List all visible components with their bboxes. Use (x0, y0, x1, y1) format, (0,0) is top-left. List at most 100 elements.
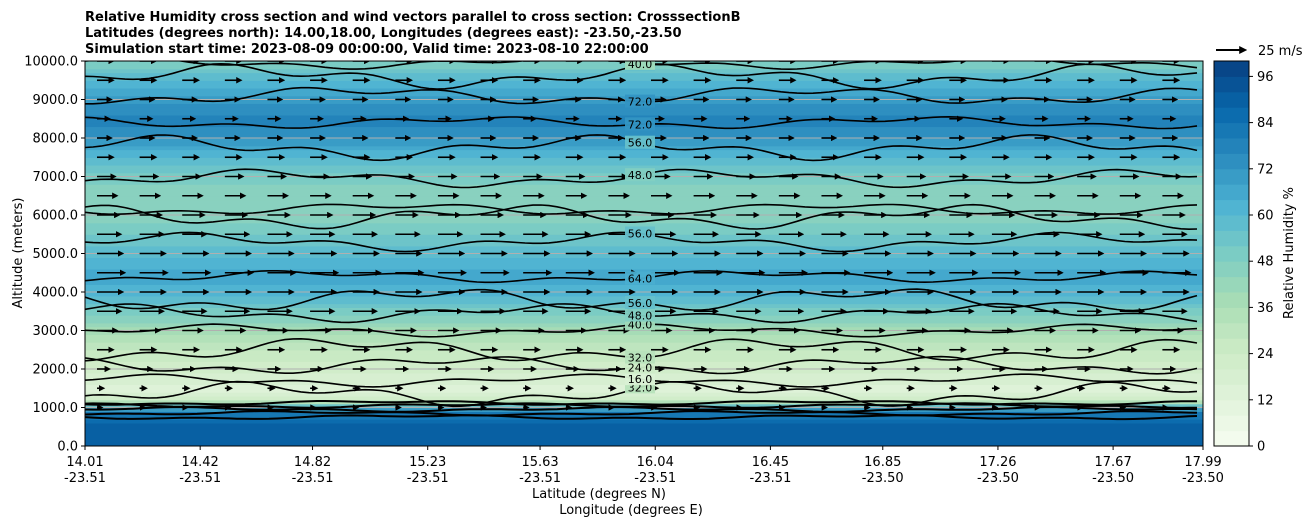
humidity-band (85, 238, 1203, 243)
contour-label-bg (625, 308, 655, 322)
contour-label: 72.0 (628, 96, 653, 109)
humidity-band (85, 338, 1203, 343)
colorbar-bands (1214, 61, 1249, 447)
humidity-band (85, 87, 1203, 93)
colorbar-band (1214, 338, 1249, 355)
humidity-band (85, 395, 1203, 401)
humidity-band (85, 180, 1203, 185)
x-tick-label-lon: -23.50 (977, 471, 1019, 486)
humidity-band (85, 419, 1203, 424)
humidity-band (85, 188, 1203, 193)
x-tick-label-lon: -23.50 (1182, 471, 1224, 486)
humidity-band (85, 199, 1203, 205)
contour-label: 24.0 (628, 362, 653, 375)
humidity-band (85, 330, 1203, 335)
contour-line (85, 410, 1198, 417)
colorbar: 0 12 24 36 48 60 72 84 96 Relative Humidity % (1213, 60, 1297, 455)
colorbar-tick-label: 72 (1257, 162, 1274, 177)
contour-label-bg (625, 271, 655, 285)
x-tick-label-lat: 15.63 (521, 455, 558, 470)
humidity-band (85, 153, 1203, 158)
contour-label-bg (625, 360, 655, 374)
colorbar-label: Relative Humidity % (1282, 187, 1297, 319)
x-tick-label-lon: -23.51 (634, 471, 676, 486)
humidity-band (85, 257, 1203, 262)
x-tick-label-lon: -23.51 (407, 471, 449, 486)
contour-line (85, 400, 1197, 406)
contour-labels: 32.016.024.032.040.048.056.064.056.048.0… (625, 58, 655, 394)
colorbar-band (1214, 261, 1249, 278)
title-line-1: Relative Humidity cross section and wind… (85, 10, 741, 25)
x-tick-label-lat: 14.82 (294, 455, 331, 470)
x-tick-label-lon: -23.51 (292, 471, 334, 486)
humidity-band (85, 422, 1203, 428)
humidity-band (85, 261, 1203, 266)
y-tick-label: 3000.0 (33, 324, 79, 339)
humidity-band (85, 245, 1203, 251)
colorbar-band (1214, 91, 1249, 108)
x-tick-label-lon: -23.51 (64, 471, 106, 486)
y-tick-label: 0.0 (57, 440, 78, 455)
colorbar-band (1214, 153, 1249, 170)
contour-label-bg (625, 226, 655, 240)
quiver-key: 25 m/s (1216, 44, 1303, 59)
humidity-band (85, 265, 1203, 270)
humidity-band (85, 164, 1203, 170)
humidity-band (85, 342, 1203, 347)
colorbar-band (1214, 322, 1249, 339)
colorbar-tick-label: 96 (1257, 70, 1274, 85)
x-tick-label-lat: 16.04 (637, 455, 674, 470)
humidity-band (85, 184, 1203, 189)
y-tick-label: 10000.0 (24, 55, 78, 70)
contour-label-bg (625, 117, 655, 131)
colorbar-band (1214, 168, 1249, 185)
humidity-band (85, 392, 1203, 397)
humidity-band (85, 442, 1203, 446)
contour-label: 40.0 (628, 318, 653, 331)
contour-label: 56.0 (628, 228, 653, 241)
x-tick-label-lon: -23.50 (862, 471, 904, 486)
humidity-band (85, 157, 1203, 162)
humidity-band (85, 334, 1203, 339)
humidity-band (85, 241, 1203, 247)
humidity-band (85, 149, 1203, 154)
humidity-band (85, 253, 1203, 258)
humidity-band (85, 399, 1203, 405)
colorbar-band (1214, 369, 1249, 385)
x-axis-label-longitude: Longitude (degrees E) (559, 503, 703, 518)
colorbar-band (1214, 399, 1249, 416)
humidity-band (85, 434, 1203, 439)
colorbar-band (1214, 415, 1249, 432)
humidity-band (85, 211, 1203, 216)
humidity-band (85, 438, 1203, 443)
humidity-band (85, 191, 1203, 197)
colorbar-tick-label: 12 (1257, 393, 1274, 408)
colorbar-band (1214, 61, 1249, 77)
colorbar-tick-label: 24 (1257, 347, 1274, 362)
x-tick-label-lat: 16.85 (864, 455, 901, 470)
contour-label-bg (625, 296, 655, 310)
humidity-band (85, 161, 1203, 166)
contour-line (85, 414, 1198, 421)
humidity-band (85, 284, 1203, 289)
contour-label: 64.0 (628, 272, 653, 285)
x-tick-label-lon: -23.50 (1092, 471, 1134, 486)
x-tick-label-lat: 17.67 (1095, 455, 1132, 470)
colorbar-band (1214, 384, 1249, 401)
colorbar-ticks: 0 12 24 36 48 60 72 84 96 (1249, 70, 1274, 455)
chart-title: Relative Humidity cross section and wind… (85, 10, 741, 57)
x-tick-label-lon: -23.51 (519, 471, 561, 486)
contour-label-bg (625, 350, 655, 364)
title-line-3: Simulation start time: 2023-08-09 00:00:… (85, 42, 649, 57)
y-tick-label: 2000.0 (33, 363, 79, 378)
contour-label: 40.0 (628, 58, 653, 71)
y-tick-label: 5000.0 (33, 247, 79, 262)
x-axis: 14.01-23.5114.42-23.5114.82-23.5115.23-2… (64, 446, 1224, 486)
humidity-band (85, 130, 1203, 135)
humidity-band (85, 222, 1203, 228)
humidity-band (85, 80, 1203, 85)
humidity-band (85, 84, 1203, 89)
colorbar-band (1214, 245, 1249, 262)
humidity-band (85, 111, 1203, 116)
contour-label-bg (625, 61, 655, 70)
